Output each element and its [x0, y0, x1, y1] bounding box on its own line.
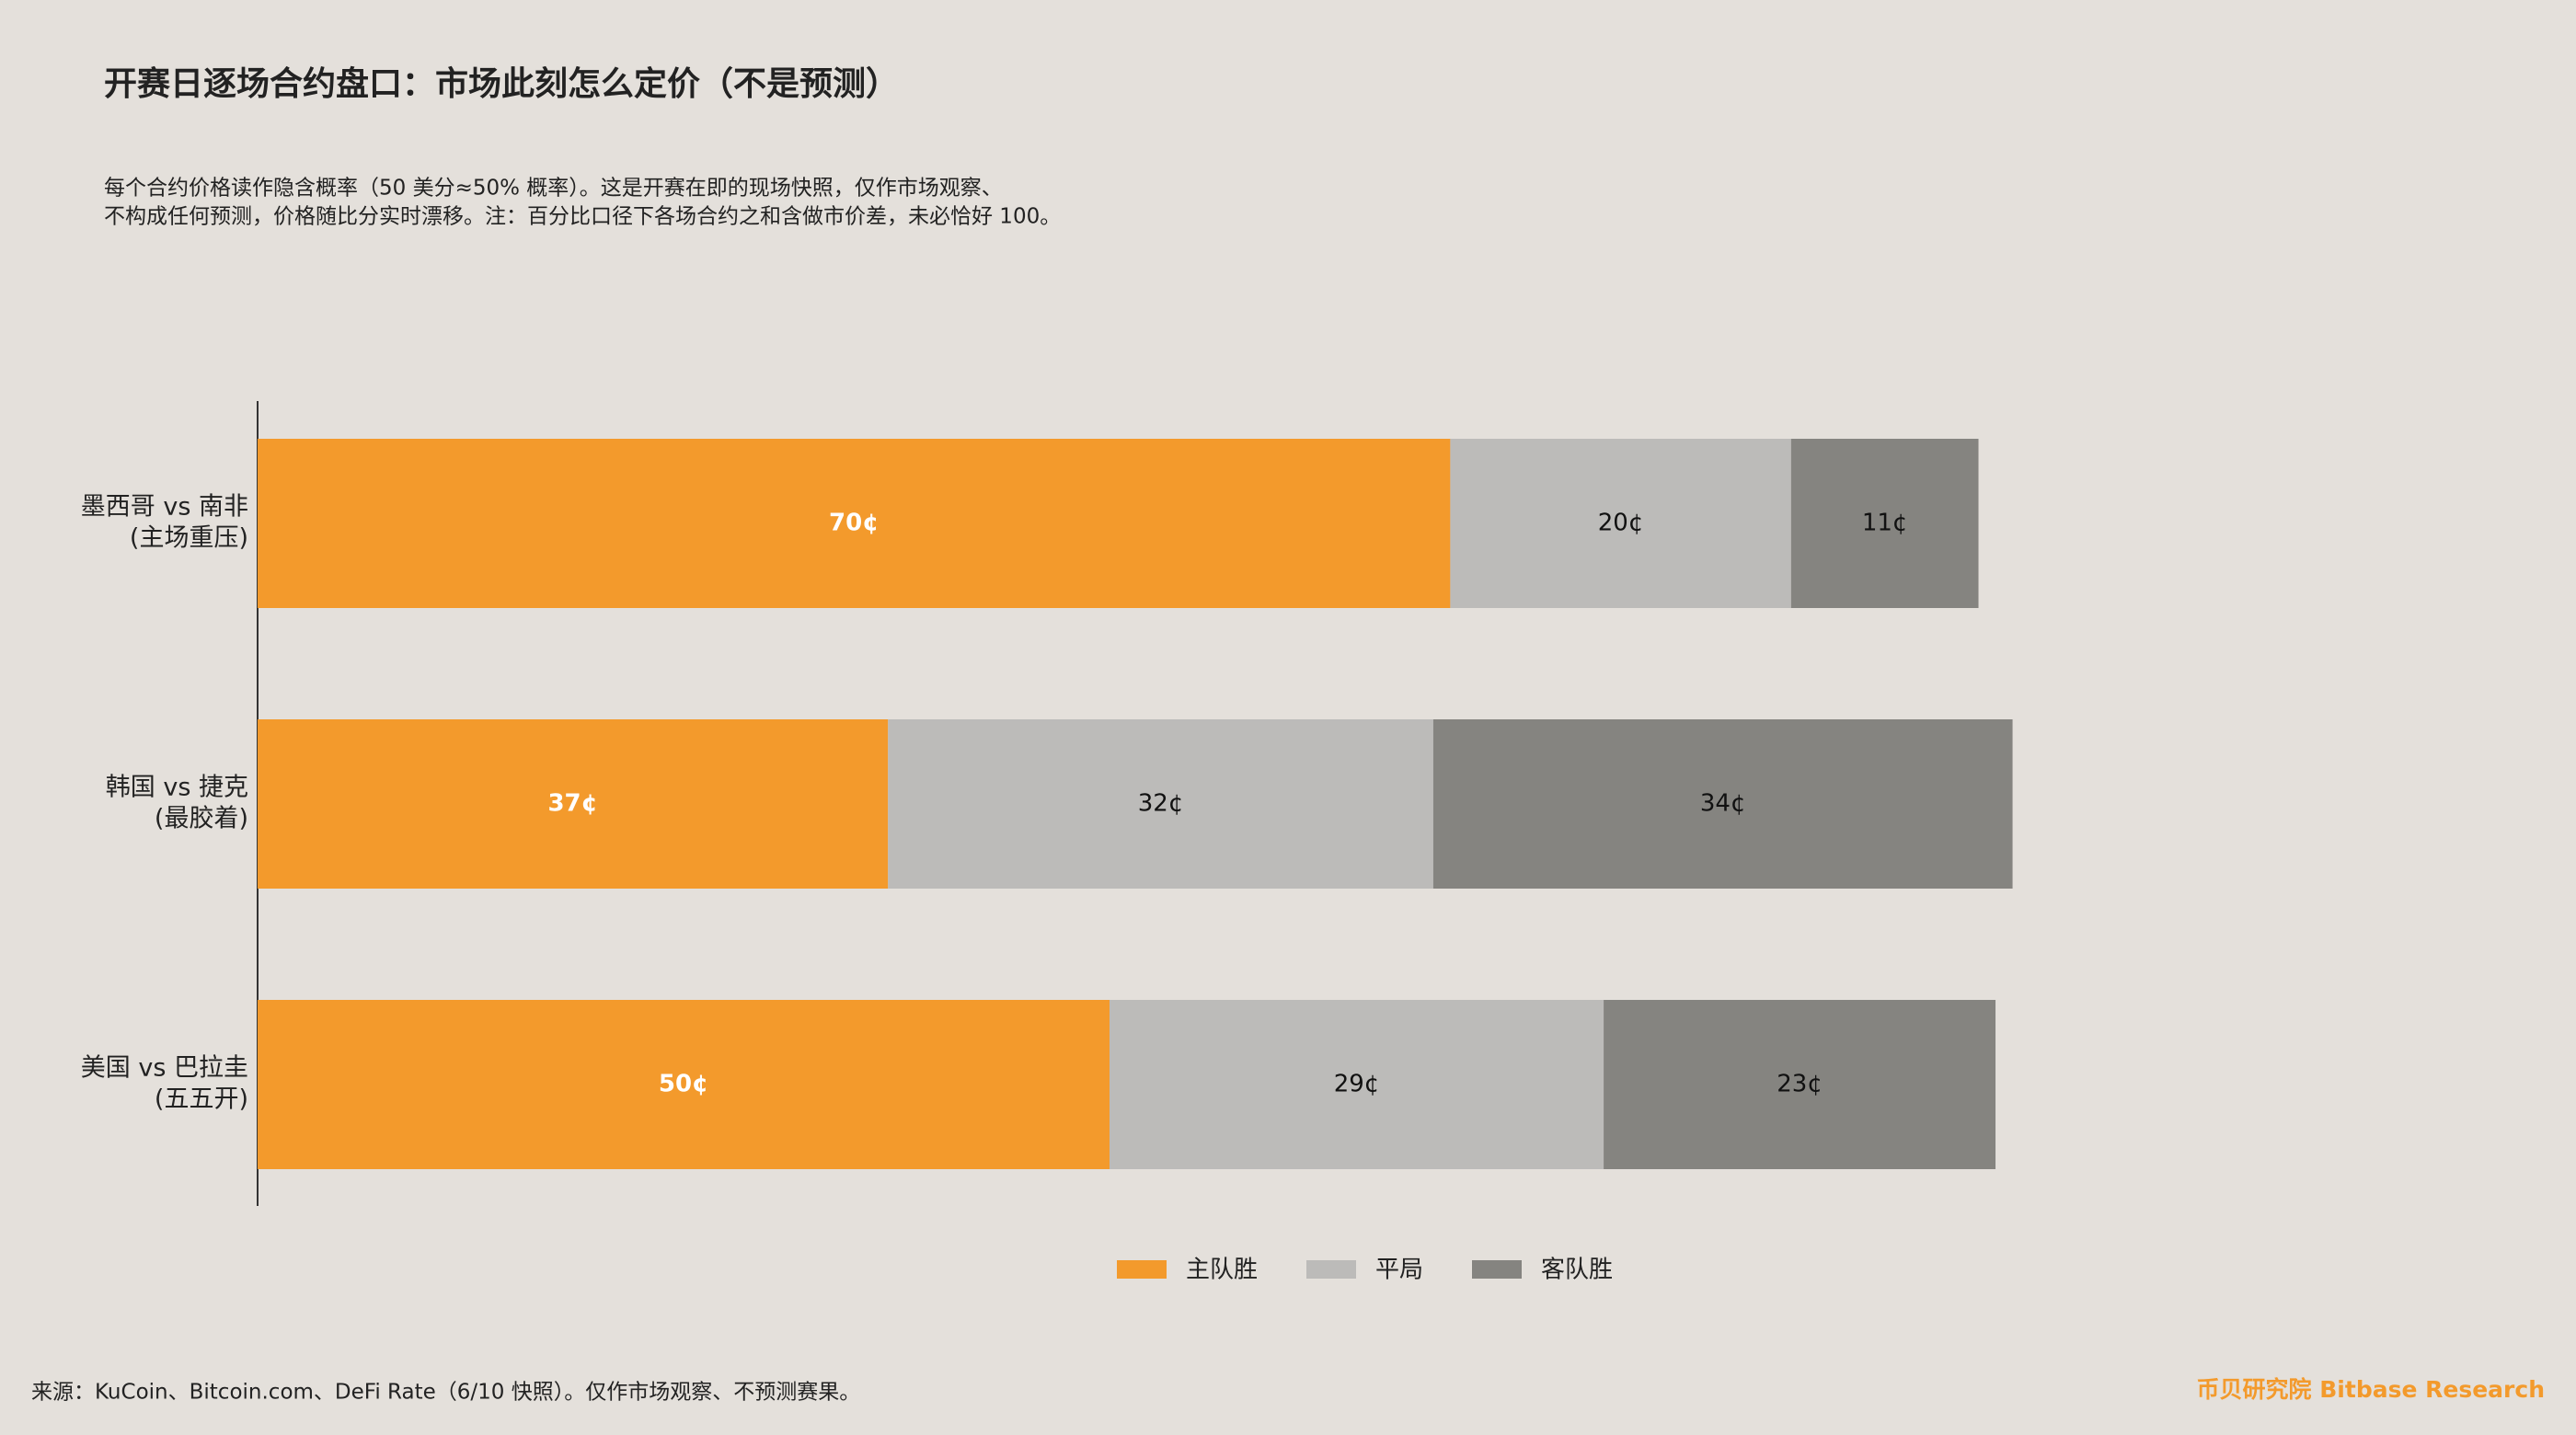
legend-label: 平局	[1375, 1257, 1423, 1284]
bar-segment	[258, 719, 889, 889]
bar-segment	[258, 1000, 1110, 1169]
data-label: 34¢	[1700, 790, 1746, 818]
data-label: 23¢	[1777, 1071, 1823, 1098]
legend-label: 客队胜	[1541, 1257, 1613, 1284]
y-tick-label: 韩国 vs 捷克	[106, 774, 248, 802]
bar-segment	[1790, 439, 1979, 608]
bar-segment	[1432, 719, 2013, 889]
bar-segment	[258, 439, 1451, 608]
data-label: 11¢	[1862, 510, 1908, 537]
brand: 币贝研究院 Bitbase Research	[2197, 1376, 2545, 1403]
y-tick-label: 美国 vs 巴拉圭	[81, 1054, 248, 1083]
y-tick-label: (主场重压)	[130, 524, 248, 553]
bar-segment	[1110, 1000, 1604, 1169]
source: 来源：KuCoin、Bitcoin.com、DeFi Rate（6/10 快照）…	[31, 1381, 860, 1405]
data-label: 37¢	[547, 790, 597, 818]
y-tick-label: (五五开)	[155, 1085, 248, 1114]
subtitle: 不构成任何预测，价格随比分实时漂移。注：百分比口径下各场合约之和含做市价差，未必…	[104, 205, 1061, 229]
data-label: 70¢	[829, 510, 879, 537]
legend-swatch	[1306, 1260, 1356, 1279]
chart-title: 开赛日逐场合约盘口：市场此刻怎么定价（不是预测）	[104, 64, 899, 103]
subtitle: 每个合约价格读作隐含概率（50 美分≈50% 概率）。这是开赛在即的现场快照，仅…	[104, 177, 1003, 201]
bar-segment	[888, 719, 1433, 889]
data-label: 50¢	[659, 1071, 708, 1098]
legend-swatch	[1472, 1260, 1522, 1279]
bar-segment	[1604, 1000, 1996, 1169]
data-label: 32¢	[1138, 790, 1184, 818]
bar-segment	[1450, 439, 1791, 608]
y-tick-label: 墨西哥 vs 南非	[81, 493, 248, 522]
y-tick-label: (最胶着)	[155, 805, 248, 833]
legend-label: 主队胜	[1186, 1257, 1258, 1284]
data-label: 29¢	[1334, 1071, 1380, 1098]
data-label: 20¢	[1598, 510, 1644, 537]
legend-swatch	[1117, 1260, 1167, 1279]
